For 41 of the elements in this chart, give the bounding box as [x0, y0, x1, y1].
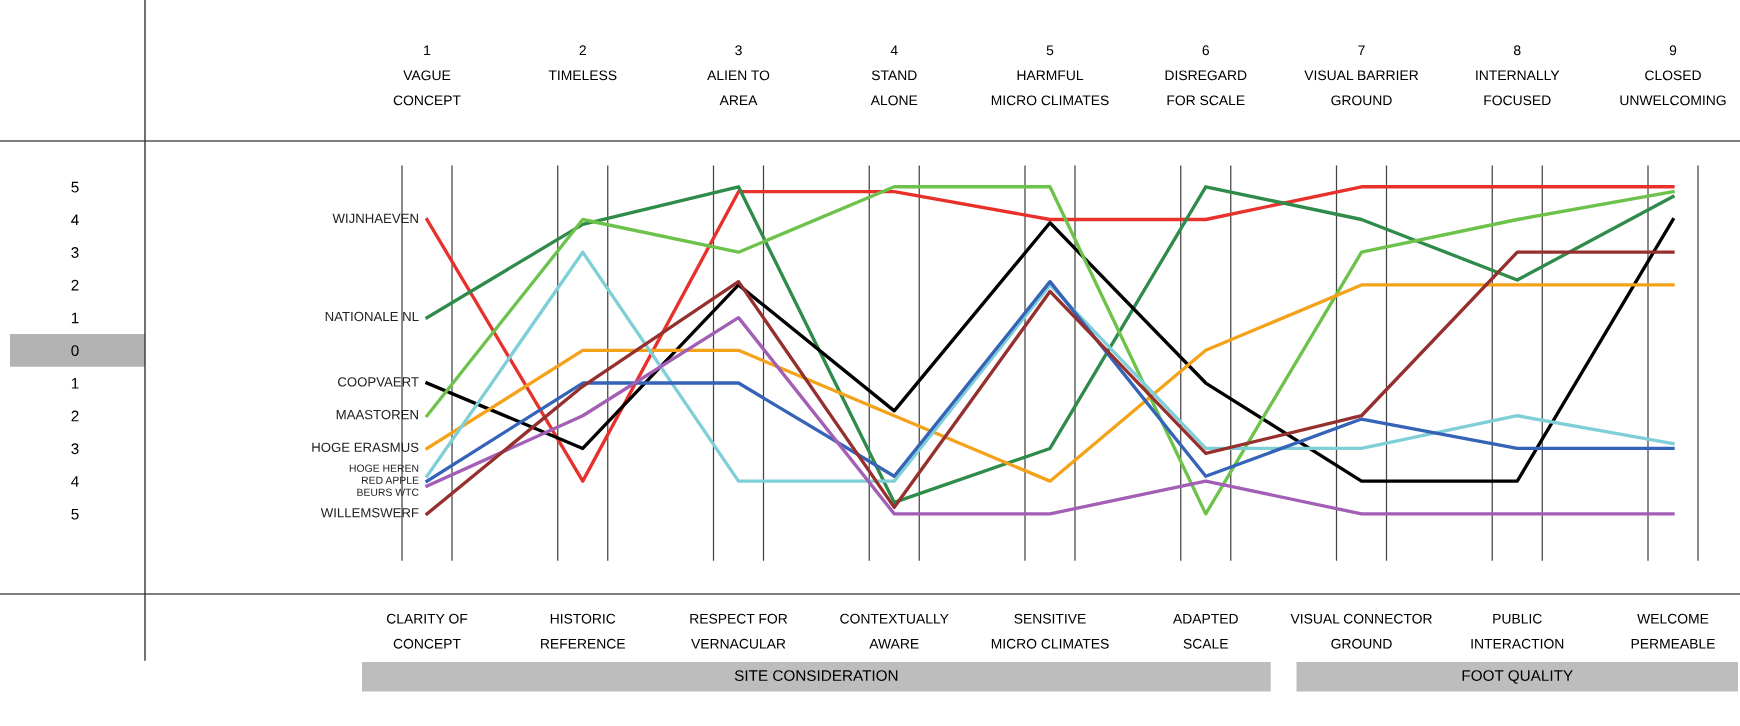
y-tick-label: 5 [71, 508, 79, 520]
series-label: WILLEMSWERF [320, 508, 419, 518]
y-tick-label: 5 [71, 181, 79, 193]
text: 3 ALIEN TO AREA [707, 45, 770, 106]
y-tick-label: 1 [71, 378, 79, 389]
y-tick-label: 0 [71, 345, 79, 357]
text: 8 INTERNALLY FOCUSED [1476, 45, 1560, 106]
series-label: COOPVAERT [338, 377, 419, 387]
text: 7 VISUAL BARRIER GROUND [1304, 45, 1419, 106]
x-tick-label: ADAPTED SCALE [1172, 613, 1238, 649]
series-label: HOGE HEREN [349, 464, 419, 472]
x-tick-label: CONTEXTUALLY AWARE [840, 613, 949, 649]
text: 2 TIMELESS [548, 45, 617, 81]
x-tick-label: WELCOME PERMEABLE [1631, 613, 1715, 649]
x-tick-label: HISTORIC REFERENCE [541, 613, 625, 649]
text: 9 CLOSED UNWELCOMING [1620, 45, 1726, 106]
y-tick-label: 4 [71, 476, 79, 487]
y-tick-label: 4 [71, 214, 79, 226]
text: 6 DISREGARD FOR SCALE [1165, 45, 1247, 106]
text: 1 VAGUE CONCEPT [393, 45, 461, 106]
y-tick-label: 1 [71, 312, 79, 324]
series-label: WIJNHAEVEN [332, 213, 418, 224]
text: 5 HARMFUL MICRO CLIMATES [991, 45, 1109, 106]
series-label: RED APPLE [361, 476, 419, 484]
x-tick-label: SENSITIVE MICRO CLIMATES [991, 613, 1109, 649]
text: 4 STAND ALONE [870, 45, 918, 106]
x-tick-label: RESPECT FOR VERNACULAR [690, 613, 788, 649]
text: FOOT QUALITY [1462, 670, 1573, 684]
series-label: BEURS WTC [357, 488, 419, 496]
text: SITE CONSIDERATION [734, 670, 898, 681]
y-tick-label: 2 [71, 410, 79, 422]
x-tick-label: CLARITY OF CONCEPT [386, 613, 468, 649]
y-tick-label: 3 [71, 247, 79, 258]
y-tick-label: 2 [71, 279, 79, 291]
line-series [425, 315, 1675, 516]
series-label: MAASTOREN [336, 409, 418, 420]
y-tick-label: 3 [71, 443, 79, 455]
x-tick-label: PUBLIC INTERACTION [1471, 613, 1564, 649]
x-tick-label: VISUAL CONNECTOR GROUND [1290, 613, 1432, 649]
series-label: NATIONALE NL [325, 311, 419, 322]
series-label: HOGE ERASMUS [312, 442, 419, 452]
